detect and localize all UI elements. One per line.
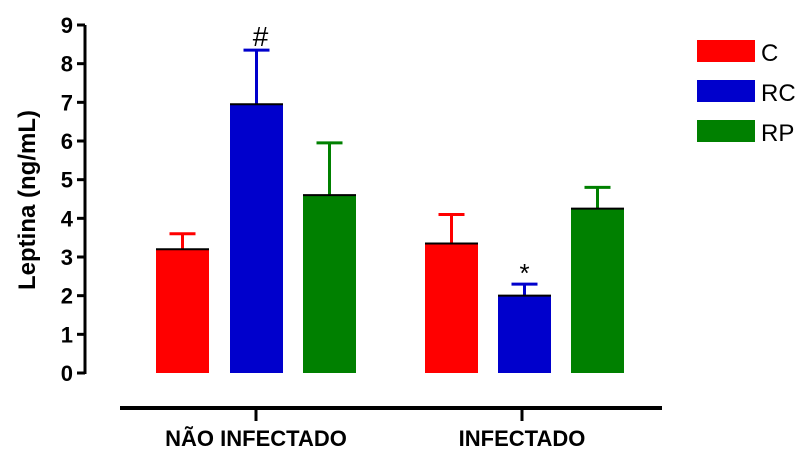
significance-marker: # xyxy=(253,21,269,52)
legend: C RC RP xyxy=(697,40,796,147)
y-tick-label: 1 xyxy=(61,322,73,347)
y-tick-label: 9 xyxy=(61,13,73,38)
bar xyxy=(571,208,624,373)
x-axis: NÃO INFECTADO INFECTADO xyxy=(120,406,662,451)
bar xyxy=(425,243,478,373)
bar xyxy=(230,104,283,374)
legend-swatch xyxy=(697,120,755,142)
y-tick-label: 5 xyxy=(61,168,73,193)
y-tick-label: 3 xyxy=(61,245,73,270)
significance-marker: * xyxy=(519,258,529,288)
bar xyxy=(498,295,551,373)
y-tick-label: 8 xyxy=(61,52,73,77)
y-tick-label: 6 xyxy=(61,129,73,154)
y-tick-label: 4 xyxy=(61,206,74,231)
legend-swatch xyxy=(697,40,755,62)
y-axis: 0 1 2 3 4 5 6 7 8 9 xyxy=(61,13,87,386)
bar xyxy=(156,249,209,373)
x-tick-label: INFECTADO xyxy=(459,426,586,451)
x-tick-label: NÃO INFECTADO xyxy=(165,426,347,451)
y-tick-label: 2 xyxy=(61,284,73,309)
legend-label: C xyxy=(761,40,778,67)
bar xyxy=(303,195,356,373)
bars: #* xyxy=(156,21,624,374)
legend-swatch xyxy=(697,80,755,102)
y-axis-label: Leptina (ng/mL) xyxy=(14,110,41,290)
y-tick-label: 7 xyxy=(61,90,73,115)
legend-label: RP xyxy=(761,120,794,147)
legend-label: RC xyxy=(761,80,796,107)
y-tick-label: 0 xyxy=(61,361,73,386)
